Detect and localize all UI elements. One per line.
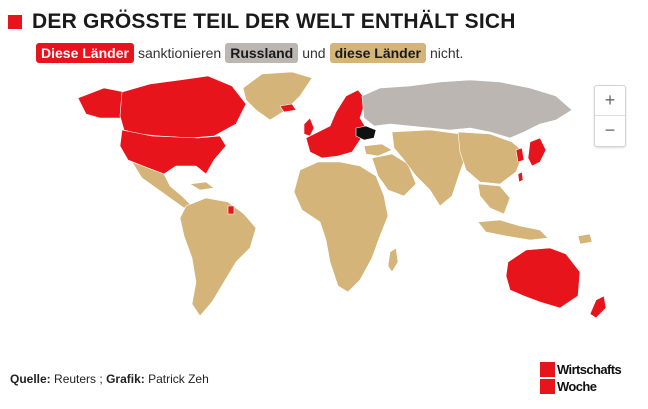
logo-square-icon bbox=[540, 379, 555, 394]
region-usa[interactable] bbox=[119, 129, 227, 175]
region-middle-east[interactable] bbox=[371, 153, 417, 197]
zoom-out-icon[interactable]: − bbox=[595, 115, 625, 145]
region-china[interactable] bbox=[457, 131, 525, 185]
legend-sanctioning-label: Diese Länder bbox=[36, 43, 134, 63]
region-caribbean[interactable] bbox=[189, 181, 215, 191]
region-indonesia[interactable] bbox=[477, 219, 549, 241]
region-africa[interactable] bbox=[293, 161, 389, 293]
page-title: DER GRÖSSTE TEIL DER WELT ENTHÄLT SICH bbox=[32, 10, 516, 33]
region-korea[interactable] bbox=[515, 147, 525, 163]
title-square-icon bbox=[8, 15, 22, 29]
legend-text-not: nicht. bbox=[429, 45, 464, 61]
region-new-zealand[interactable] bbox=[589, 295, 607, 319]
region-canada[interactable] bbox=[119, 75, 247, 139]
legend-text-sanction: sanktionieren bbox=[137, 45, 222, 61]
region-iceland[interactable] bbox=[279, 103, 297, 113]
zoom-in-icon[interactable]: + bbox=[604, 90, 616, 110]
legend-abstaining-label: diese Länder bbox=[329, 43, 426, 63]
region-french-guiana[interactable] bbox=[227, 205, 235, 215]
region-russia[interactable] bbox=[361, 79, 573, 139]
region-alaska[interactable] bbox=[77, 87, 125, 119]
logo-square-icon bbox=[540, 362, 555, 377]
source-line: Quelle: Reuters ; Grafik: Patrick Zeh bbox=[10, 372, 209, 386]
region-turkey[interactable] bbox=[363, 143, 393, 157]
region-ukraine[interactable] bbox=[355, 125, 377, 141]
source-value: Reuters ; bbox=[54, 372, 103, 386]
region-pacific-islands[interactable] bbox=[577, 233, 593, 245]
region-taiwan[interactable] bbox=[517, 171, 524, 183]
region-uk[interactable] bbox=[303, 117, 315, 137]
region-greenland[interactable] bbox=[242, 71, 313, 121]
region-southeast-asia[interactable] bbox=[477, 183, 511, 215]
graphic-label: Grafik: bbox=[106, 372, 145, 386]
region-australia[interactable] bbox=[505, 247, 581, 309]
zoom-control: + − bbox=[594, 85, 626, 147]
legend-text-and: und bbox=[302, 45, 326, 61]
legend-russia-label: Russland bbox=[225, 43, 299, 63]
region-central-south-asia[interactable] bbox=[391, 129, 469, 207]
region-europe[interactable] bbox=[305, 89, 367, 159]
wirtschaftswoche-logo: Wirtschafts Woche bbox=[540, 361, 640, 397]
legend: Diese Länder sanktionieren Russland und … bbox=[36, 43, 467, 63]
region-madagascar[interactable] bbox=[387, 247, 399, 273]
region-japan[interactable] bbox=[527, 137, 547, 167]
logo-line1: Wirtschafts bbox=[557, 362, 622, 377]
region-south-america[interactable] bbox=[179, 197, 257, 317]
source-label: Quelle: bbox=[10, 372, 51, 386]
logo-line2: Woche bbox=[557, 379, 597, 394]
graphic-value: Patrick Zeh bbox=[148, 372, 209, 386]
title-row: DER GRÖSSTE TEIL DER WELT ENTHÄLT SICH bbox=[8, 10, 516, 34]
world-map[interactable] bbox=[0, 68, 648, 368]
